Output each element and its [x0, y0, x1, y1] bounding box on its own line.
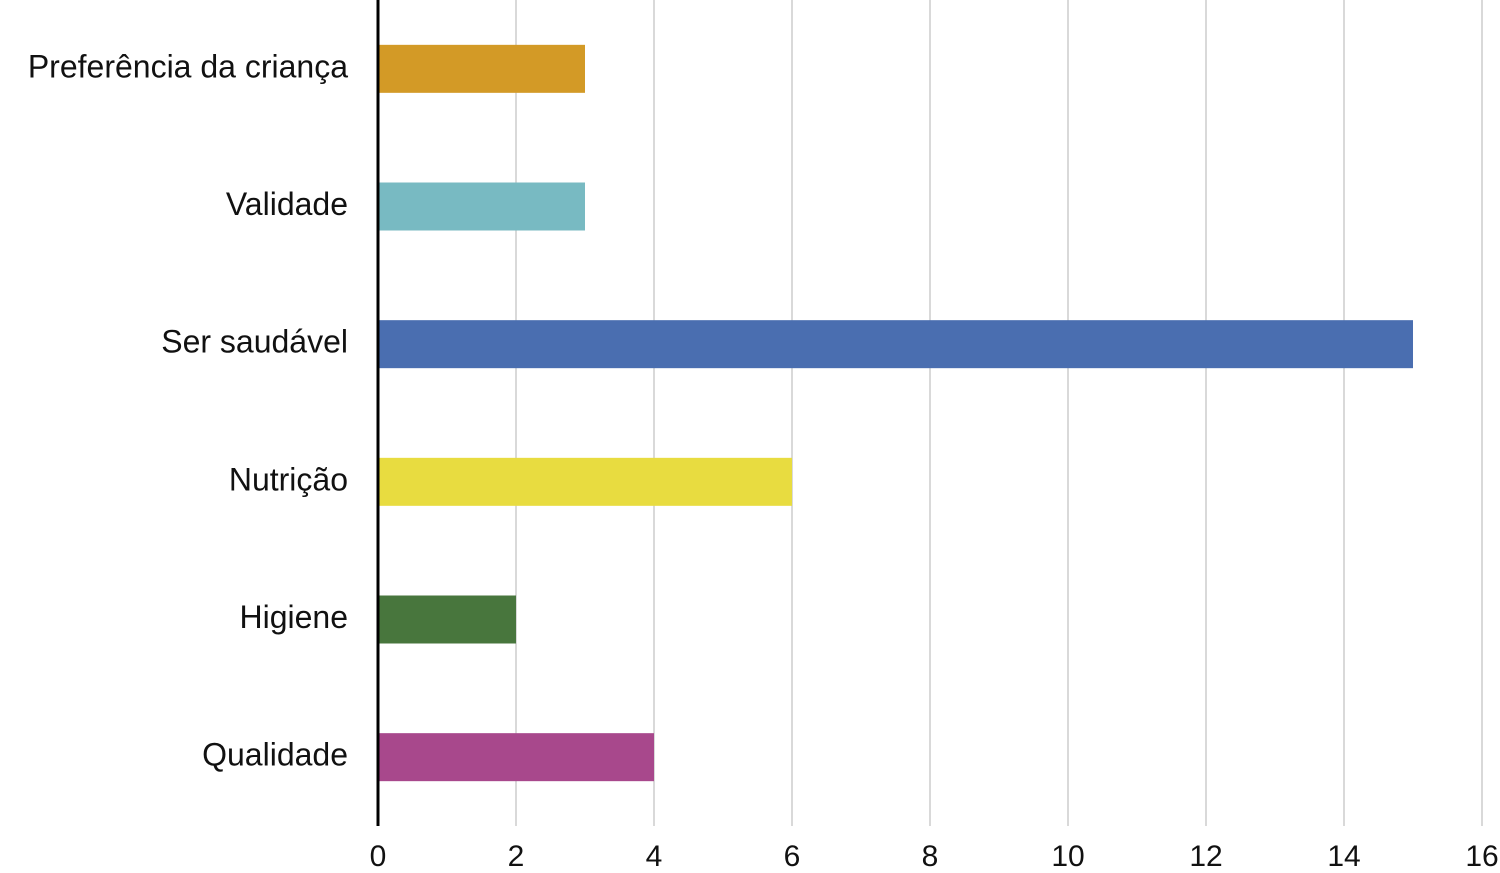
x-tick-label: 6	[784, 840, 801, 873]
x-tick-label: 2	[508, 840, 525, 873]
y-tick-label: Preferência da criança	[28, 48, 348, 84]
bar	[378, 733, 654, 782]
bar	[378, 595, 516, 644]
bar	[378, 44, 585, 93]
x-tick-label: 8	[922, 840, 939, 873]
bar	[378, 457, 792, 506]
x-tick-label: 4	[646, 840, 663, 873]
x-tick-label: 14	[1327, 840, 1360, 873]
x-tick-label: 16	[1465, 840, 1498, 873]
bar	[378, 182, 585, 231]
y-tick-label: Qualidade	[202, 737, 348, 773]
bar	[378, 320, 1413, 369]
x-tick-label: 12	[1189, 840, 1222, 873]
x-tick-label: 0	[370, 840, 387, 873]
y-tick-label: Validade	[226, 186, 348, 222]
x-tick-label: 10	[1051, 840, 1084, 873]
y-tick-label: Ser saudável	[161, 324, 348, 360]
y-tick-label: Nutrição	[229, 461, 348, 497]
y-tick-label: Higiene	[239, 599, 348, 635]
